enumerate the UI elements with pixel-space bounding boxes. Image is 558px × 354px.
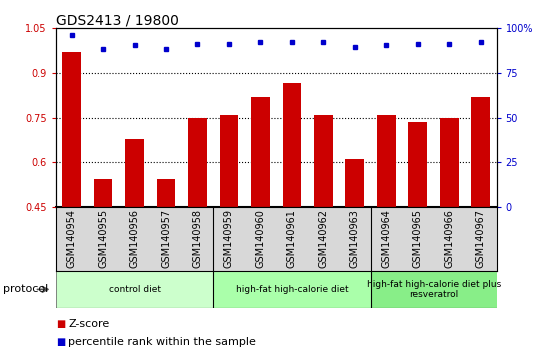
Bar (371, 271, 497, 308)
Text: high-fat high-calorie diet plus
resveratrol: high-fat high-calorie diet plus resverat… (367, 280, 501, 299)
Bar (345, 159, 364, 341)
Bar (251, 97, 270, 341)
Text: GSM140955: GSM140955 (98, 209, 108, 268)
Bar (219, 115, 238, 341)
Text: GDS2413 / 19800: GDS2413 / 19800 (56, 13, 179, 27)
Bar (188, 118, 207, 341)
Text: GSM140958: GSM140958 (193, 209, 203, 268)
Text: GSM140957: GSM140957 (161, 209, 171, 268)
Text: GSM140960: GSM140960 (256, 209, 266, 268)
Text: GSM140956: GSM140956 (129, 209, 140, 268)
Bar (282, 84, 301, 341)
Bar (377, 115, 396, 341)
Text: GSM140959: GSM140959 (224, 209, 234, 268)
Text: GSM140967: GSM140967 (476, 209, 486, 268)
Bar (62, 52, 81, 341)
Text: high-fat high-calorie diet: high-fat high-calorie diet (235, 285, 348, 294)
Text: GSM140965: GSM140965 (413, 209, 423, 268)
Bar (314, 115, 333, 341)
Bar (94, 179, 113, 341)
Text: GSM140964: GSM140964 (382, 209, 391, 268)
Text: GSM140966: GSM140966 (444, 209, 454, 268)
Bar (440, 118, 459, 341)
Text: ■: ■ (56, 337, 65, 347)
Text: percentile rank within the sample: percentile rank within the sample (68, 337, 256, 347)
Bar (408, 122, 427, 341)
Bar (56, 271, 213, 308)
Text: GSM140961: GSM140961 (287, 209, 297, 268)
Text: control diet: control diet (108, 285, 161, 294)
Text: GSM140962: GSM140962 (319, 209, 329, 268)
Text: Z-score: Z-score (68, 319, 109, 329)
Bar (213, 271, 371, 308)
Text: GSM140963: GSM140963 (350, 209, 360, 268)
Bar (125, 138, 144, 341)
Text: protocol: protocol (3, 284, 48, 295)
Text: GSM140954: GSM140954 (66, 209, 76, 268)
Text: ■: ■ (56, 319, 65, 329)
Bar (157, 179, 175, 341)
Bar (472, 97, 490, 341)
